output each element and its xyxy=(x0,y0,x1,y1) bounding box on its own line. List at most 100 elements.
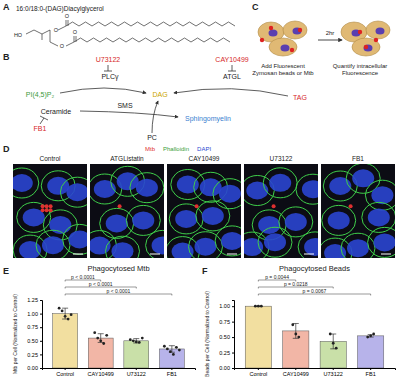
p-value: p = 0.0067 xyxy=(303,288,327,294)
axis-line xyxy=(232,301,235,369)
tick-label: 1.25 xyxy=(27,297,38,303)
data-point xyxy=(64,315,67,318)
pathway-node: TAG xyxy=(293,94,307,101)
mtb-signal xyxy=(118,204,122,208)
nucleus xyxy=(219,185,241,203)
arrow xyxy=(318,40,342,41)
micrograph xyxy=(244,164,318,258)
data-point xyxy=(166,348,169,351)
significance-bracket xyxy=(258,294,370,296)
tick-mark xyxy=(40,368,42,369)
image-background xyxy=(321,164,395,258)
pathway-node: PC xyxy=(147,134,157,141)
error-bar xyxy=(62,308,68,319)
data-point xyxy=(172,353,175,356)
data-point xyxy=(132,339,135,342)
figure: ABCDEF16:0/18:0-(DAG)DiacylglycerolHOOOO… xyxy=(0,0,400,392)
cell-outline xyxy=(90,174,122,204)
nucleus xyxy=(264,233,286,251)
condition-title: Control xyxy=(40,155,62,162)
cell-outline xyxy=(322,205,356,235)
cell-outline xyxy=(323,171,357,201)
nucleus xyxy=(368,208,390,226)
cell xyxy=(352,38,380,56)
y-tick: 0.50 xyxy=(27,338,42,344)
pathway-node: Sphingomyelin xyxy=(185,115,231,123)
panel-title: 16:0/18:0-(DAG)Diacylglycerol xyxy=(16,5,104,13)
tick-label: U73122 xyxy=(324,371,343,377)
cell-outline xyxy=(368,227,395,257)
y-tick: 1.00 xyxy=(27,311,42,317)
p-value: p < 0.0001 xyxy=(89,281,113,287)
p-value: p = 0.0218 xyxy=(284,281,308,287)
tick-mark xyxy=(232,306,234,307)
nucleus xyxy=(371,186,393,204)
tick-mark xyxy=(232,322,234,323)
pathway-node: PI(4,5)P₂ xyxy=(26,91,55,99)
nucleus xyxy=(42,236,64,254)
data-point xyxy=(96,337,99,340)
cell xyxy=(269,38,297,56)
nucleus xyxy=(269,30,278,37)
stain-legend: DAPI xyxy=(197,146,211,152)
nucleus xyxy=(23,208,45,226)
x-axis: ControlCAY10499U73122FB1 xyxy=(235,368,396,377)
tick-mark xyxy=(232,368,234,369)
data-point xyxy=(105,334,108,337)
tick-label: FB1 xyxy=(167,371,177,377)
panel-label: F xyxy=(202,266,208,276)
panel-label: B xyxy=(3,52,10,62)
tick-mark xyxy=(40,314,42,315)
data-point xyxy=(369,334,372,337)
pathway-node: PLCγ xyxy=(101,73,119,81)
cell-outline xyxy=(63,224,87,254)
y-tick: 0.75 xyxy=(27,324,42,330)
mtb-signal xyxy=(41,204,45,208)
nucleus xyxy=(258,216,280,234)
condition-title: FB1 xyxy=(352,155,364,162)
cell xyxy=(283,21,307,39)
cell-outline xyxy=(365,180,395,210)
cell-outline xyxy=(196,201,230,231)
nucleus xyxy=(374,233,395,251)
bar-chart: 0.000.250.500.751.00ControlCAY10499U7312… xyxy=(204,264,396,377)
nucleus xyxy=(195,238,217,256)
nucleus xyxy=(302,180,318,198)
cell-outline xyxy=(215,226,241,256)
y-tick: 0.50 xyxy=(219,334,234,340)
stain-legend: Mtb xyxy=(145,146,156,152)
data-point xyxy=(297,336,300,339)
significance-bracket xyxy=(65,294,172,296)
data-point xyxy=(138,341,141,344)
figure-svg: ABCDEF16:0/18:0-(DAG)DiacylglycerolHOOOO… xyxy=(0,0,400,392)
nucleus xyxy=(328,211,350,229)
tick-label: 0.75 xyxy=(27,324,38,330)
panel-c: 2hrAdd FluorescentZymosan beads or MtbQu… xyxy=(252,21,390,76)
data-point xyxy=(329,333,332,336)
tick-mark xyxy=(370,368,371,370)
panel-a: 16:0/18:0-(DAG)DiacylglycerolHOOOOO xyxy=(14,5,235,49)
scale-bar xyxy=(73,254,83,255)
atom-label: O xyxy=(65,13,70,19)
data-point xyxy=(260,305,263,308)
micrograph xyxy=(90,164,164,258)
panel-d: MtbPhalloidinDAPIControlATGListatinCAY10… xyxy=(5,146,400,268)
inhibition xyxy=(104,65,112,71)
nucleus xyxy=(106,214,128,232)
tick-mark xyxy=(40,341,42,342)
nucleus xyxy=(285,213,307,231)
bond xyxy=(66,22,235,26)
data-point xyxy=(335,347,338,350)
cell-outline xyxy=(279,207,313,237)
tick-mark xyxy=(136,368,137,370)
cell-outline xyxy=(171,170,205,200)
nucleus xyxy=(132,211,154,229)
nucleus xyxy=(269,174,291,192)
error-bar xyxy=(169,346,175,353)
scale-bar xyxy=(304,254,314,255)
bead xyxy=(260,38,264,42)
bar xyxy=(124,341,149,368)
tick-label: 0.50 xyxy=(219,334,230,340)
cell-outline xyxy=(126,205,160,235)
cell-outline xyxy=(341,233,375,258)
